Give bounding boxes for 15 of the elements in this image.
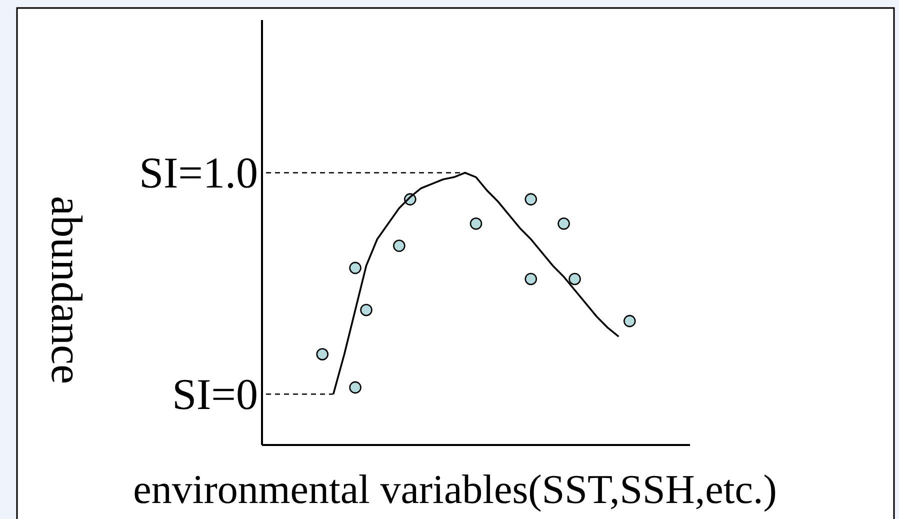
y-tick-label: SI=1.0 xyxy=(139,148,258,198)
point xyxy=(558,218,570,230)
y-axis-title: abundance xyxy=(42,196,91,384)
point xyxy=(349,262,362,274)
point xyxy=(316,348,329,360)
point xyxy=(568,272,581,286)
point xyxy=(623,314,636,328)
point xyxy=(360,304,372,316)
y-tick-label: SI=0 xyxy=(172,370,258,420)
x-axis-title: environmental variables(SST,SSH,etc.) xyxy=(133,466,777,512)
point xyxy=(393,240,406,252)
point xyxy=(524,272,538,286)
point xyxy=(524,193,538,206)
point xyxy=(349,381,362,394)
point xyxy=(470,218,482,230)
